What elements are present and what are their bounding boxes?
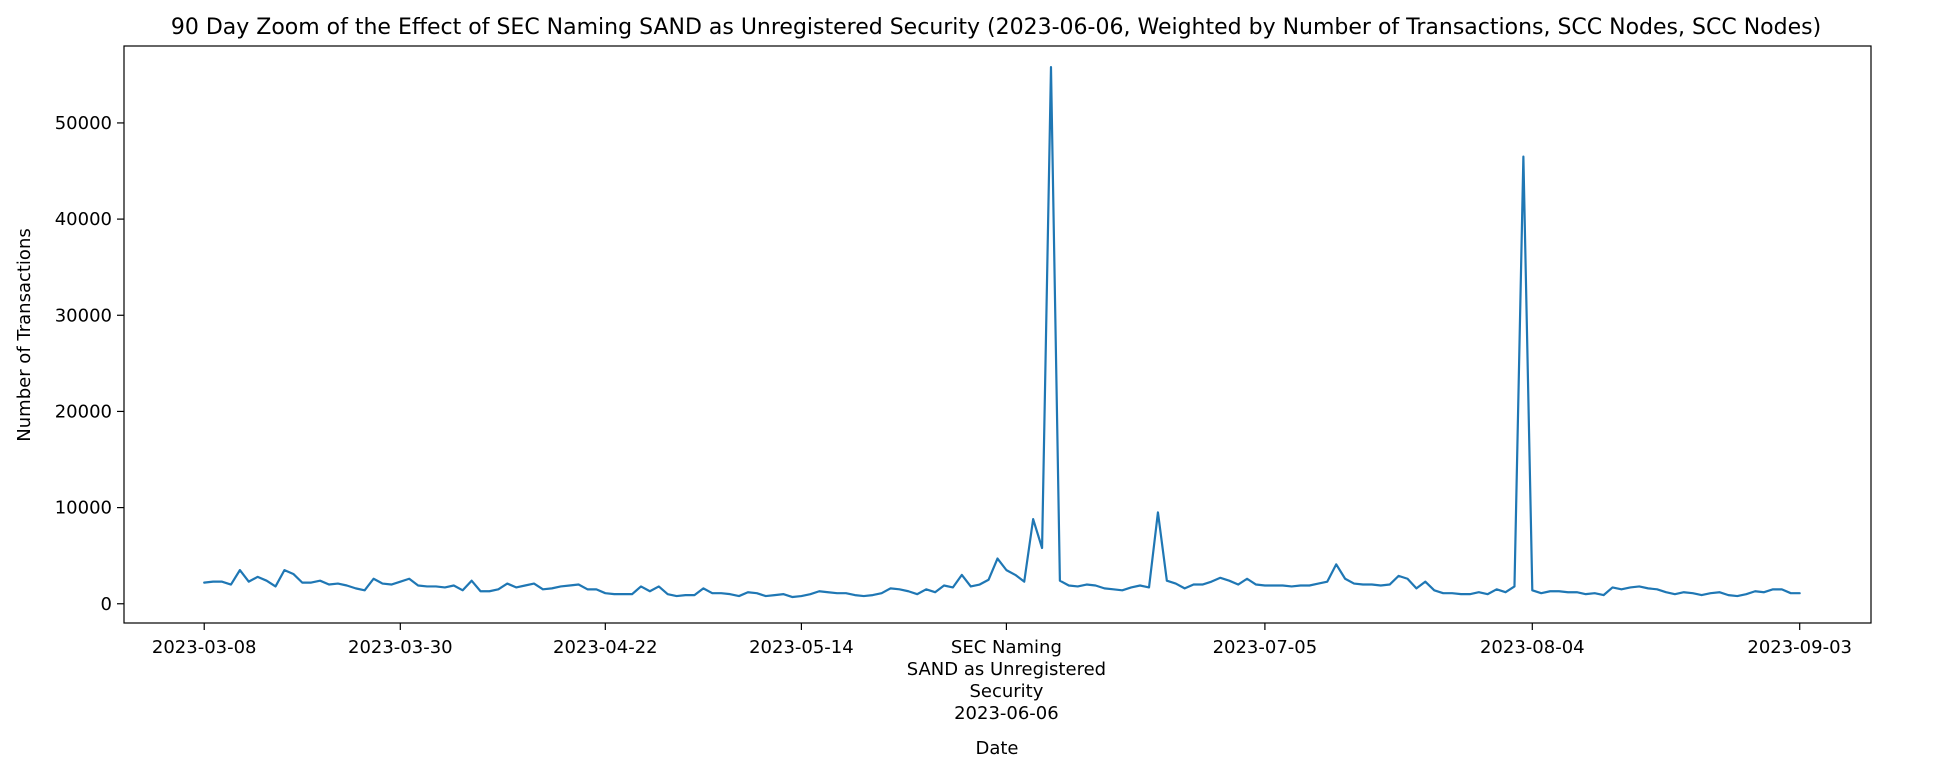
x-axis-label: Date xyxy=(975,738,1018,759)
y-tick-label: 30000 xyxy=(55,305,112,326)
x-tick-label: 2023-09-03 xyxy=(1747,637,1852,658)
y-axis: 0 10000 20000 30000 40000 50000 xyxy=(55,113,124,615)
x-tick-label: 2023-07-05 xyxy=(1213,637,1318,658)
x-axis: 2023-03-08 2023-03-30 2023-04-22 2023-05-14… xyxy=(152,623,1852,724)
x-tick-label: 2023-03-08 xyxy=(152,637,257,658)
x-tick-label: 2023-04-22 xyxy=(553,637,658,658)
x-tick-label: 2023-03-30 xyxy=(348,637,453,658)
x-tick-label: SEC Naming SAND as Unregistered Security 20… xyxy=(907,637,1106,724)
chart-title: 90 Day Zoom of the Effect of SEC Naming … xyxy=(171,15,1821,40)
y-axis-label: Number of Transactions xyxy=(14,228,35,441)
plot-frame xyxy=(123,45,1872,624)
series-line xyxy=(203,66,1801,599)
plot-area xyxy=(203,66,1801,599)
y-tick-label: 50000 xyxy=(55,113,112,134)
x-tick-label: 2023-08-04 xyxy=(1480,637,1585,658)
y-tick-label: 40000 xyxy=(55,209,112,230)
y-tick-label: 10000 xyxy=(55,498,112,519)
y-tick-label: 0 xyxy=(101,594,112,615)
x-tick-label: 2023-05-14 xyxy=(749,637,854,658)
y-tick-label: 20000 xyxy=(55,401,112,422)
